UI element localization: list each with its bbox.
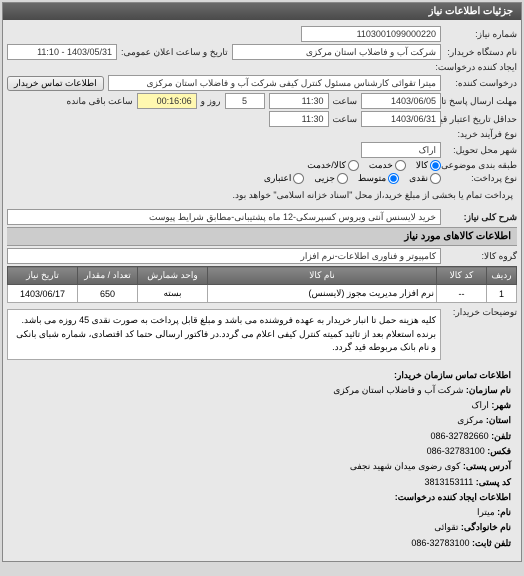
name: میترا — [477, 507, 495, 517]
tel2: 32783100-086 — [411, 538, 469, 548]
radio-service-label: خدمت — [369, 160, 393, 171]
org: شرکت آب و فاضلاب استان مرکزی — [333, 385, 463, 395]
lbl-process: نوع فرآیند خرید: — [445, 129, 517, 140]
lbl-send-deadline: مهلت ارسال پاسخ تا تاریخ: — [445, 96, 517, 107]
pay-note: پرداخت تمام یا بخشی از مبلغ خرید،از محل … — [229, 188, 517, 203]
col-date: تاریخ نیاز — [8, 267, 78, 285]
contact-section2-title: اطلاعات ایجاد کننده درخواست: — [395, 492, 511, 502]
lbl-credit-deadline: حداقل تاریخ اعتبار قیمت؛ تا تاریخ: — [445, 114, 517, 125]
lbl-applicant: درخواست کننده: — [445, 78, 517, 89]
lbl-need-no: شماره نیاز: — [445, 29, 517, 40]
need-title-field: خرید لایسنس آنتی ویروس کسپرسکی-12 ماه پش… — [7, 209, 441, 225]
radio-both[interactable]: کالا/خدمت — [307, 160, 359, 171]
cell-name: نرم افزار مدیریت مجوز (لایسنس) — [208, 285, 437, 303]
lbl-creator: ایجاد کننده درخواست: — [445, 62, 517, 73]
lbl-pay-type: نوع پرداخت: — [445, 173, 517, 184]
lbl-c-city: شهر: — [491, 400, 511, 410]
desc-box: کلیه هزینه حمل تا انبار خریدار به عهده ف… — [7, 309, 441, 360]
radio-service[interactable]: خدمت — [369, 160, 406, 171]
radio-medium-label: متوسط — [358, 173, 386, 184]
cell-unit: بسته — [138, 285, 208, 303]
lbl-tel: تلفن: — [491, 431, 511, 441]
cell-code: -- — [437, 285, 487, 303]
city-field: اراک — [361, 142, 441, 158]
radio-credit[interactable]: اعتباری — [264, 173, 304, 184]
items-section-title: اطلاعات کالاهای مورد نیاز — [7, 227, 517, 246]
lbl-announce: تاریخ و ساعت اعلان عمومی: — [121, 47, 228, 58]
send-deadline-time: 11:30 — [269, 93, 329, 109]
contact-block: اطلاعات تماس سازمان خریدار: نام سازمان: … — [7, 362, 517, 558]
lbl-need-title: شرح کلی نیاز: — [445, 212, 517, 223]
remain-field: 00:16:06 — [137, 93, 197, 109]
family: تقوائی — [434, 522, 458, 532]
radio-kala[interactable]: کالا — [416, 160, 441, 171]
radio-part[interactable]: جزیی — [314, 173, 348, 184]
lbl-tel2: تلفن ثابت: — [472, 538, 511, 548]
lbl-class: طبقه بندی موضوعی: — [445, 160, 517, 171]
lbl-family: نام خانوادگی: — [461, 522, 511, 532]
table-row[interactable]: 1 -- نرم افزار مدیریت مجوز (لایسنس) بسته… — [8, 285, 517, 303]
col-row: ردیف — [487, 267, 517, 285]
contact-section-title: اطلاعات تماس سازمان خریدار: — [394, 370, 511, 380]
zip: 3813153111 — [425, 477, 474, 487]
lbl-time-2: ساعت — [333, 114, 358, 125]
announce-field: 1403/05/31 - 11:10 — [7, 44, 117, 60]
radio-both-label: کالا/خدمت — [307, 160, 346, 171]
cell-row: 1 — [487, 285, 517, 303]
lbl-name: نام: — [497, 507, 511, 517]
col-qty: تعداد / مقدار — [78, 267, 138, 285]
group-field: کامپیوتر و فناوری اطلاعات-نرم افزار — [7, 248, 441, 264]
lbl-fax: فکس: — [487, 446, 511, 456]
lbl-addr: آدرس پستی: — [463, 461, 511, 471]
items-header-row: ردیف کد کالا نام کالا واحد شمارش تعداد /… — [8, 267, 517, 285]
send-deadline-date: 1403/06/05 — [361, 93, 441, 109]
prov: مرکزی — [457, 415, 483, 425]
device-field: شرکت آب و فاضلاب استان مرکزی — [232, 44, 441, 60]
buyer-contact-button[interactable]: اطلاعات تماس خریدار — [7, 76, 104, 91]
col-unit: واحد شمارش — [138, 267, 208, 285]
need-details-panel: جزئیات اطلاعات نیاز شماره نیاز: 11030010… — [2, 2, 522, 562]
lbl-remain: ساعت باقی مانده — [67, 96, 133, 107]
lbl-device: نام دستگاه خریدار: — [445, 47, 517, 58]
lbl-prov: استان: — [486, 415, 511, 425]
need-no-field: 1103001099000220 — [301, 26, 441, 42]
class-radio-group: کالا خدمت کالا/خدمت — [307, 160, 441, 171]
credit-time: 11:30 — [269, 111, 329, 127]
lbl-time-1: ساعت — [333, 96, 358, 107]
radio-cash[interactable]: نقدی — [409, 173, 441, 184]
addr: کوی رضوی میدان شهید نجفی — [350, 461, 461, 471]
radio-cash-label: نقدی — [409, 173, 428, 184]
applicant-field: میترا تقوائی کارشناس مسئول کنترل کیفی شر… — [108, 75, 441, 91]
lbl-org: نام سازمان: — [466, 385, 511, 395]
radio-kala-label: کالا — [416, 160, 428, 171]
days-field: 5 — [225, 93, 265, 109]
fax: 32783100-086 — [427, 446, 485, 456]
lbl-zip: کد پستی: — [476, 477, 511, 487]
radio-credit-label: اعتباری — [264, 173, 291, 184]
lbl-city: شهر محل تحویل: — [445, 145, 517, 156]
tel: 32782660-086 — [431, 431, 489, 441]
radio-part-label: جزیی — [314, 173, 335, 184]
c-city: اراک — [471, 400, 488, 410]
lbl-day-and: روز و — [201, 96, 221, 107]
panel-title: جزئیات اطلاعات نیاز — [3, 3, 521, 20]
lbl-desc: توضیحات خریدار: — [445, 307, 517, 318]
items-table: ردیف کد کالا نام کالا واحد شمارش تعداد /… — [7, 266, 517, 303]
radio-medium[interactable]: متوسط — [358, 173, 399, 184]
panel-body: شماره نیاز: 1103001099000220 نام دستگاه … — [3, 20, 521, 561]
pay-radio-group: نقدی متوسط جزیی اعتباری — [264, 173, 441, 184]
credit-date: 1403/06/31 — [361, 111, 441, 127]
cell-qty: 650 — [78, 285, 138, 303]
cell-date: 1403/06/17 — [8, 285, 78, 303]
col-name: نام کالا — [208, 267, 437, 285]
lbl-group: گروه کالا: — [445, 251, 517, 262]
col-code: کد کالا — [437, 267, 487, 285]
